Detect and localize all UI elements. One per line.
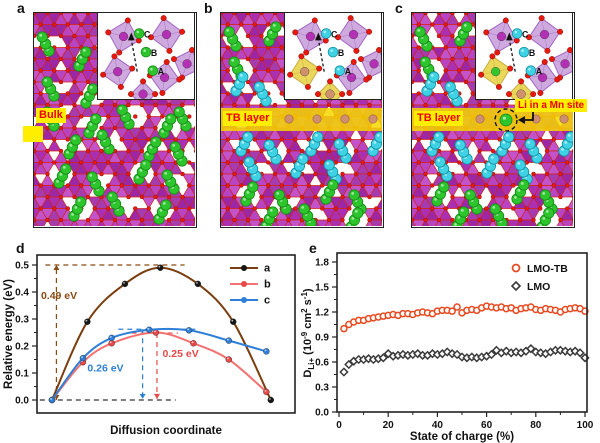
diffusion-path-arrow xyxy=(508,39,516,72)
inset-atom-label: A xyxy=(158,67,165,77)
y-tick-label: 0.4 xyxy=(15,288,29,299)
y-tick-label: 1.2 xyxy=(315,308,329,319)
inset-atom-label: A xyxy=(345,67,352,77)
plot-frame xyxy=(36,254,296,414)
energy-annotation: 0.49 eV xyxy=(41,290,77,302)
y-tick-label: 0.9 xyxy=(315,333,329,344)
panel-c-corner-label: c xyxy=(395,0,403,16)
bulk-marker xyxy=(23,126,43,142)
panel-a-inset: CBA xyxy=(97,12,195,100)
panel-c-inset: CBA xyxy=(475,12,573,100)
x-tick-label: 20 xyxy=(383,420,395,431)
diffusion-path-arrow xyxy=(317,39,325,72)
li-in-mn-site-callout: Li in a Mn site xyxy=(515,99,588,112)
panel-b-corner-label: b xyxy=(204,0,213,16)
y-axis-label: DLi+ (10-9 cm2 s-1) xyxy=(300,288,316,378)
y-tick-label: 0.2 xyxy=(15,342,29,353)
inset-atom-label: B xyxy=(529,48,535,58)
y-tick-label: 0.5 xyxy=(15,261,29,272)
legend-label: b xyxy=(264,279,271,291)
y-tick-label: 1.8 xyxy=(315,258,329,269)
panel-b-inset: CBA xyxy=(284,12,382,100)
y-tick-label: 0.0 xyxy=(15,396,29,407)
energy-annotation: 0.26 eV xyxy=(87,363,123,375)
x-axis-label: State of charge (%) xyxy=(410,431,514,443)
x-tick-label: 40 xyxy=(432,420,444,431)
x-axis-label: Diffusion coordinate xyxy=(110,425,222,437)
inset-atom-label: A xyxy=(536,67,543,77)
plot-frame xyxy=(336,252,588,413)
diffusion-path-arrow xyxy=(130,39,138,72)
panel-a-corner-label: a xyxy=(17,0,25,16)
x-tick-label: 100 xyxy=(577,420,594,431)
inset-atom-label: B xyxy=(151,48,157,58)
y-tick-label: 0.6 xyxy=(315,358,329,369)
panel-d-corner-label: d xyxy=(16,240,25,256)
chart-d: 0.0 0.1 0.2 0.3 0.4 0.5 0.49 eV 0.26 eV 0.25 eV a… xyxy=(3,254,296,437)
legend-label: LMO-TB xyxy=(527,263,568,275)
x-tick-label: 60 xyxy=(481,420,493,431)
legend-label: LMO xyxy=(527,281,550,293)
tb-layer-tag-c: TB layer xyxy=(414,111,464,126)
y-axis-label: Relative energy (eV) xyxy=(3,279,15,389)
y-tick-label: 1.5 xyxy=(315,283,329,294)
panel-e-corner-label: e xyxy=(309,240,317,256)
li-in-mn-site-atom xyxy=(499,113,513,127)
x-tick-label: 0 xyxy=(336,420,342,431)
chart-e: 0.0 0.3 0.6 0.9 1.2 1.5 1.8 0 20 40 60 80 100 LMO-TB L… xyxy=(300,252,594,443)
inset-atom-label: C xyxy=(522,29,529,39)
inset-atom-label: B xyxy=(338,48,344,58)
inset-atom-label: C xyxy=(331,29,338,39)
legend-label: a xyxy=(264,263,271,275)
y-tick-label: 0.1 xyxy=(15,369,29,380)
energy-annotation: 0.25 eV xyxy=(163,348,199,360)
tb-layer-tag-b: TB layer xyxy=(223,111,273,126)
bulk-tag: Bulk xyxy=(36,108,66,123)
legend-label: c xyxy=(264,295,270,307)
y-tick-label: 0.3 xyxy=(15,315,29,326)
inset-atom-label: C xyxy=(144,29,151,39)
legend-marker-lmo-tb xyxy=(511,263,521,273)
li-site-highlight-circle xyxy=(494,108,518,132)
y-tick-label: 0.0 xyxy=(315,408,329,419)
y-tick-label: 0.3 xyxy=(315,383,329,394)
x-tick-label: 80 xyxy=(530,420,542,431)
